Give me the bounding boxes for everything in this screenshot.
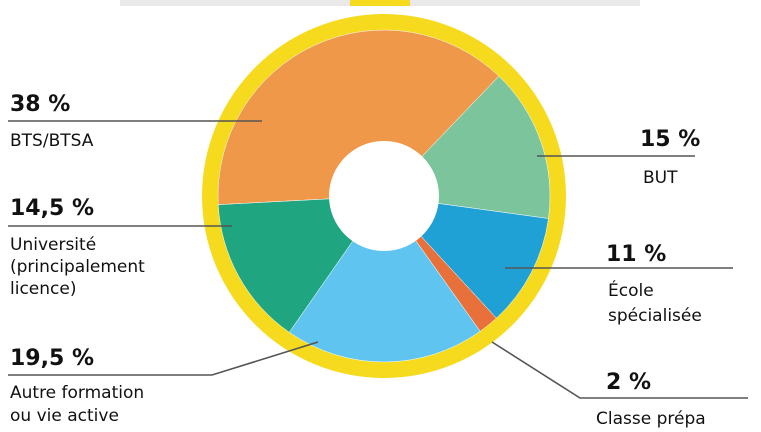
label-universite: 14,5 % Université (principalement licenc… <box>10 196 145 299</box>
ecole-name-line1: École <box>608 279 654 301</box>
autre-name-line2: ou vie active <box>10 406 119 426</box>
donut-center-hole <box>329 141 439 251</box>
leader-line-prepa <box>491 341 748 399</box>
leader-line-autre <box>8 341 319 376</box>
ecole-name-line2: spécialisée <box>608 306 702 326</box>
btsa-name: BTS/BTSA <box>10 131 94 151</box>
prepa-percent: 2 % <box>606 370 651 395</box>
leader-lines <box>8 120 748 399</box>
label-ecole: 11 % École spécialisée <box>606 242 702 326</box>
pie-slice-0 <box>217 29 500 205</box>
label-but: 15 % BUT <box>640 127 700 188</box>
autre-percent: 19,5 % <box>10 346 94 371</box>
but-percent: 15 % <box>640 127 700 152</box>
label-btsa: 38 % BTS/BTSA <box>10 92 94 151</box>
universite-name-line2: (principalement <box>10 257 145 277</box>
btsa-percent: 38 % <box>10 92 70 117</box>
label-prepa: 2 % Classe prépa <box>596 370 706 429</box>
universite-name-line3: licence) <box>10 279 76 299</box>
prepa-name: Classe prépa <box>596 409 706 429</box>
label-autre: 19,5 % Autre formation ou vie active <box>10 346 144 426</box>
universite-percent: 14,5 % <box>10 196 94 221</box>
autre-name-line1: Autre formation <box>10 383 144 403</box>
but-name: BUT <box>643 168 678 188</box>
ecole-percent: 11 % <box>606 242 666 267</box>
top-cropped-banner <box>120 0 640 6</box>
universite-name-line1: Université <box>10 235 96 255</box>
pie-slice-4 <box>288 195 481 363</box>
